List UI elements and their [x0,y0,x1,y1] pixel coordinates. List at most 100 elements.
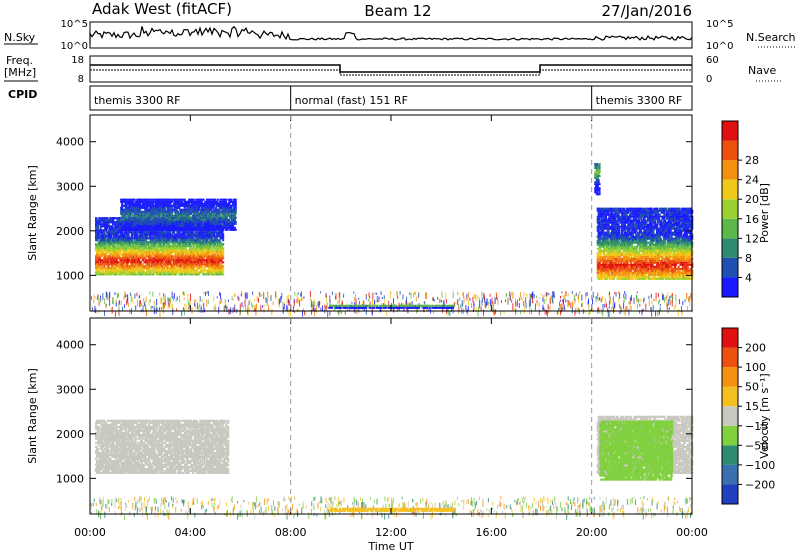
power-cell [98,247,101,250]
power-cell [96,255,99,258]
power-noise-mark [492,305,494,309]
power-cell [141,239,144,242]
power-cell [143,247,146,250]
power-cell [110,267,113,270]
power-noise-mark [138,295,140,299]
power-noise-mark [561,295,563,298]
power-noise-mark [602,309,604,317]
power-cell [145,245,148,248]
power-noise-mark [586,292,588,296]
power-cell [100,249,103,252]
power-cell [112,249,115,252]
power-cell [180,200,184,203]
power-noise-mark [225,304,227,308]
power-noise-mark [640,298,642,303]
power-cell [141,251,144,254]
power-noise-mark [532,291,533,299]
power-noise-mark [607,310,609,317]
power-cell [120,257,123,260]
power-cell [129,267,133,270]
power-cell [219,251,222,254]
power-noise-mark [562,299,564,305]
power-noise-mark [105,303,107,306]
power-cell [182,257,185,260]
power-noise-mark [414,292,416,296]
power-cell [151,259,154,262]
power-noise-mark [98,310,100,314]
power-cell [140,212,143,215]
power-noise-mark [624,291,626,294]
power-cell [126,263,129,266]
power-noise-mark [512,292,514,299]
power-noise-mark [592,291,594,299]
power-cell [193,243,196,246]
power-cell [187,220,190,223]
power-cell [169,231,172,234]
power-noise-mark [418,292,420,298]
power-noise-mark [187,293,189,301]
power-noise-mark [564,294,566,298]
power-noise-mark [199,296,201,302]
nave-label: Nave [748,64,776,77]
power-cell [140,237,143,240]
power-cell [155,218,159,221]
power-noise-mark [327,310,329,318]
power-cell [191,214,194,217]
power-cell [187,235,190,238]
power-cell [143,214,146,217]
power-noise-mark [238,297,240,302]
power-noise-mark [106,292,108,300]
power-cell [95,243,99,246]
power-noise-mark [619,310,621,315]
power-cell [146,231,150,234]
power-cell [192,273,195,276]
power-cell [121,202,124,205]
power-noise-mark [533,293,535,299]
power-noise-mark [655,292,657,299]
power-cell [174,212,177,215]
power-noise-mark [294,310,296,313]
power-noise-mark [108,295,110,301]
power-noise-mark [312,307,314,311]
power-noise-mark [241,302,243,308]
power-noise-mark [562,299,564,302]
power-noise-mark [163,293,165,298]
power-cell [179,220,182,223]
power-noise-mark [599,297,601,301]
power-noise-mark [127,294,129,301]
power-cell [180,233,183,236]
power-cell [219,247,222,250]
power-cell [169,202,172,205]
power-cell [171,222,174,225]
power-cell [222,247,225,250]
power-noise-mark [281,292,283,298]
power-noise-mark [433,299,435,302]
power-cell [129,206,133,209]
power-cell [129,251,132,254]
power-cell [125,202,128,205]
date-title: 27/Jan/2016 [602,2,693,20]
power-cell [165,228,168,231]
power-noise-mark [149,291,151,295]
power-noise-mark [548,293,550,296]
power-noise-mark [539,297,541,300]
power-cell [121,210,124,213]
power-noise-mark [228,308,230,315]
power-cell [134,249,137,252]
power-cell [177,218,180,221]
power-cell [129,243,132,246]
power-cell [187,210,190,213]
power-noise-mark [659,310,660,315]
power-cell [138,267,141,270]
power-cell [97,233,100,236]
power-noise-mark [203,308,205,313]
power-cell [144,216,147,219]
power-cell [140,220,143,223]
power-cell [176,239,179,242]
power-noise-mark [578,308,580,315]
power-noise-mark [338,292,340,299]
power-cell [188,267,192,270]
power-cell [214,269,217,272]
power-cell [146,265,149,268]
power-cell [110,235,113,238]
